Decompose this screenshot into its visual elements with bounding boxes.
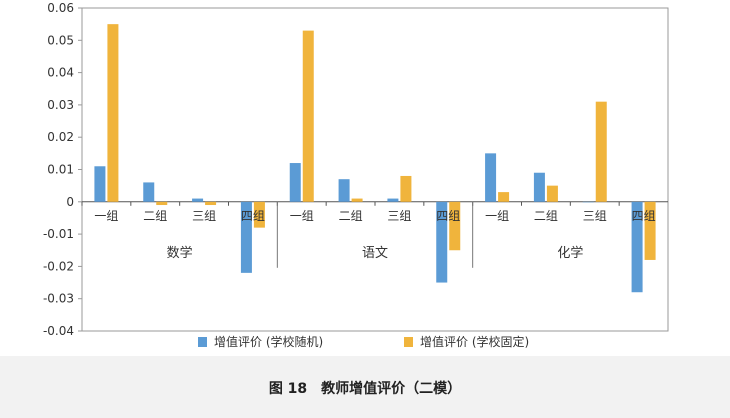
x-category-label: 一组	[485, 209, 509, 223]
x-category-label: 二组	[339, 209, 363, 223]
bar	[595, 101, 607, 202]
bar	[205, 201, 217, 206]
bar	[302, 30, 314, 202]
bar	[289, 163, 301, 202]
bar	[156, 201, 168, 206]
bar	[546, 185, 558, 202]
bar	[387, 198, 399, 202]
bar	[582, 201, 594, 203]
y-tick-label: -0.01	[43, 227, 74, 241]
bar	[240, 201, 252, 273]
bar	[107, 24, 119, 202]
bar	[143, 182, 155, 202]
y-tick-label: 0.03	[47, 98, 74, 112]
x-category-label: 二组	[534, 209, 558, 223]
x-category-label: 四组	[241, 209, 265, 223]
bar	[94, 166, 106, 202]
y-tick-label: -0.04	[43, 324, 74, 338]
chart-bars	[94, 24, 656, 293]
bar	[351, 198, 363, 202]
y-tick-label: 0.01	[47, 163, 74, 177]
bar	[400, 175, 412, 202]
group-label: 化学	[557, 245, 583, 261]
x-category-label: 一组	[290, 209, 314, 223]
group-label: 数学	[167, 245, 193, 261]
x-category-label: 三组	[583, 209, 607, 223]
y-tick-label: 0	[66, 195, 74, 209]
y-tick-label: 0.05	[47, 33, 74, 47]
bar	[485, 153, 497, 202]
caption-band	[0, 356, 730, 418]
legend-label: 增值评价 (学校随机)	[214, 334, 323, 349]
x-category-label: 二组	[143, 209, 167, 223]
chart-axes	[78, 7, 669, 332]
y-tick-label: -0.03	[43, 292, 74, 306]
y-tick-label: 0.06	[47, 1, 74, 15]
bar	[498, 192, 510, 202]
bar	[631, 201, 643, 293]
chart-labels: 0.06 0.05 0.04 0.03 0.02 0.01 0 -0.01 -0.02 -0.03…	[43, 1, 656, 338]
y-tick-label: 0.02	[47, 130, 74, 144]
group-label: 语文	[362, 246, 388, 261]
bar	[533, 172, 545, 202]
y-tick-label: 0.04	[47, 66, 74, 80]
x-category-label: 四组	[436, 209, 460, 223]
legend-label: 增值评价 (学校固定)	[420, 334, 529, 349]
legend-swatch	[404, 337, 413, 347]
bar	[338, 179, 350, 202]
plot-frame	[81, 7, 669, 332]
x-category-label: 三组	[192, 209, 216, 223]
figure-caption: 图 18 教师增值评价（二模）	[268, 381, 462, 397]
bar	[253, 201, 265, 228]
y-tick-label: -0.02	[43, 259, 74, 273]
x-category-label: 三组	[387, 209, 411, 223]
x-category-label: 四组	[632, 209, 656, 223]
bar	[192, 198, 204, 202]
legend-swatch	[198, 337, 207, 347]
bar-chart: 0.06 0.05 0.04 0.03 0.02 0.01 0 -0.01 -0.02 -0.03…	[43, 1, 669, 349]
bar	[436, 201, 448, 283]
chart-legend: 增值评价 (学校随机) 增值评价 (学校固定)	[198, 334, 529, 349]
x-category-label: 一组	[94, 209, 118, 223]
bar	[449, 201, 461, 251]
bar	[644, 201, 656, 260]
